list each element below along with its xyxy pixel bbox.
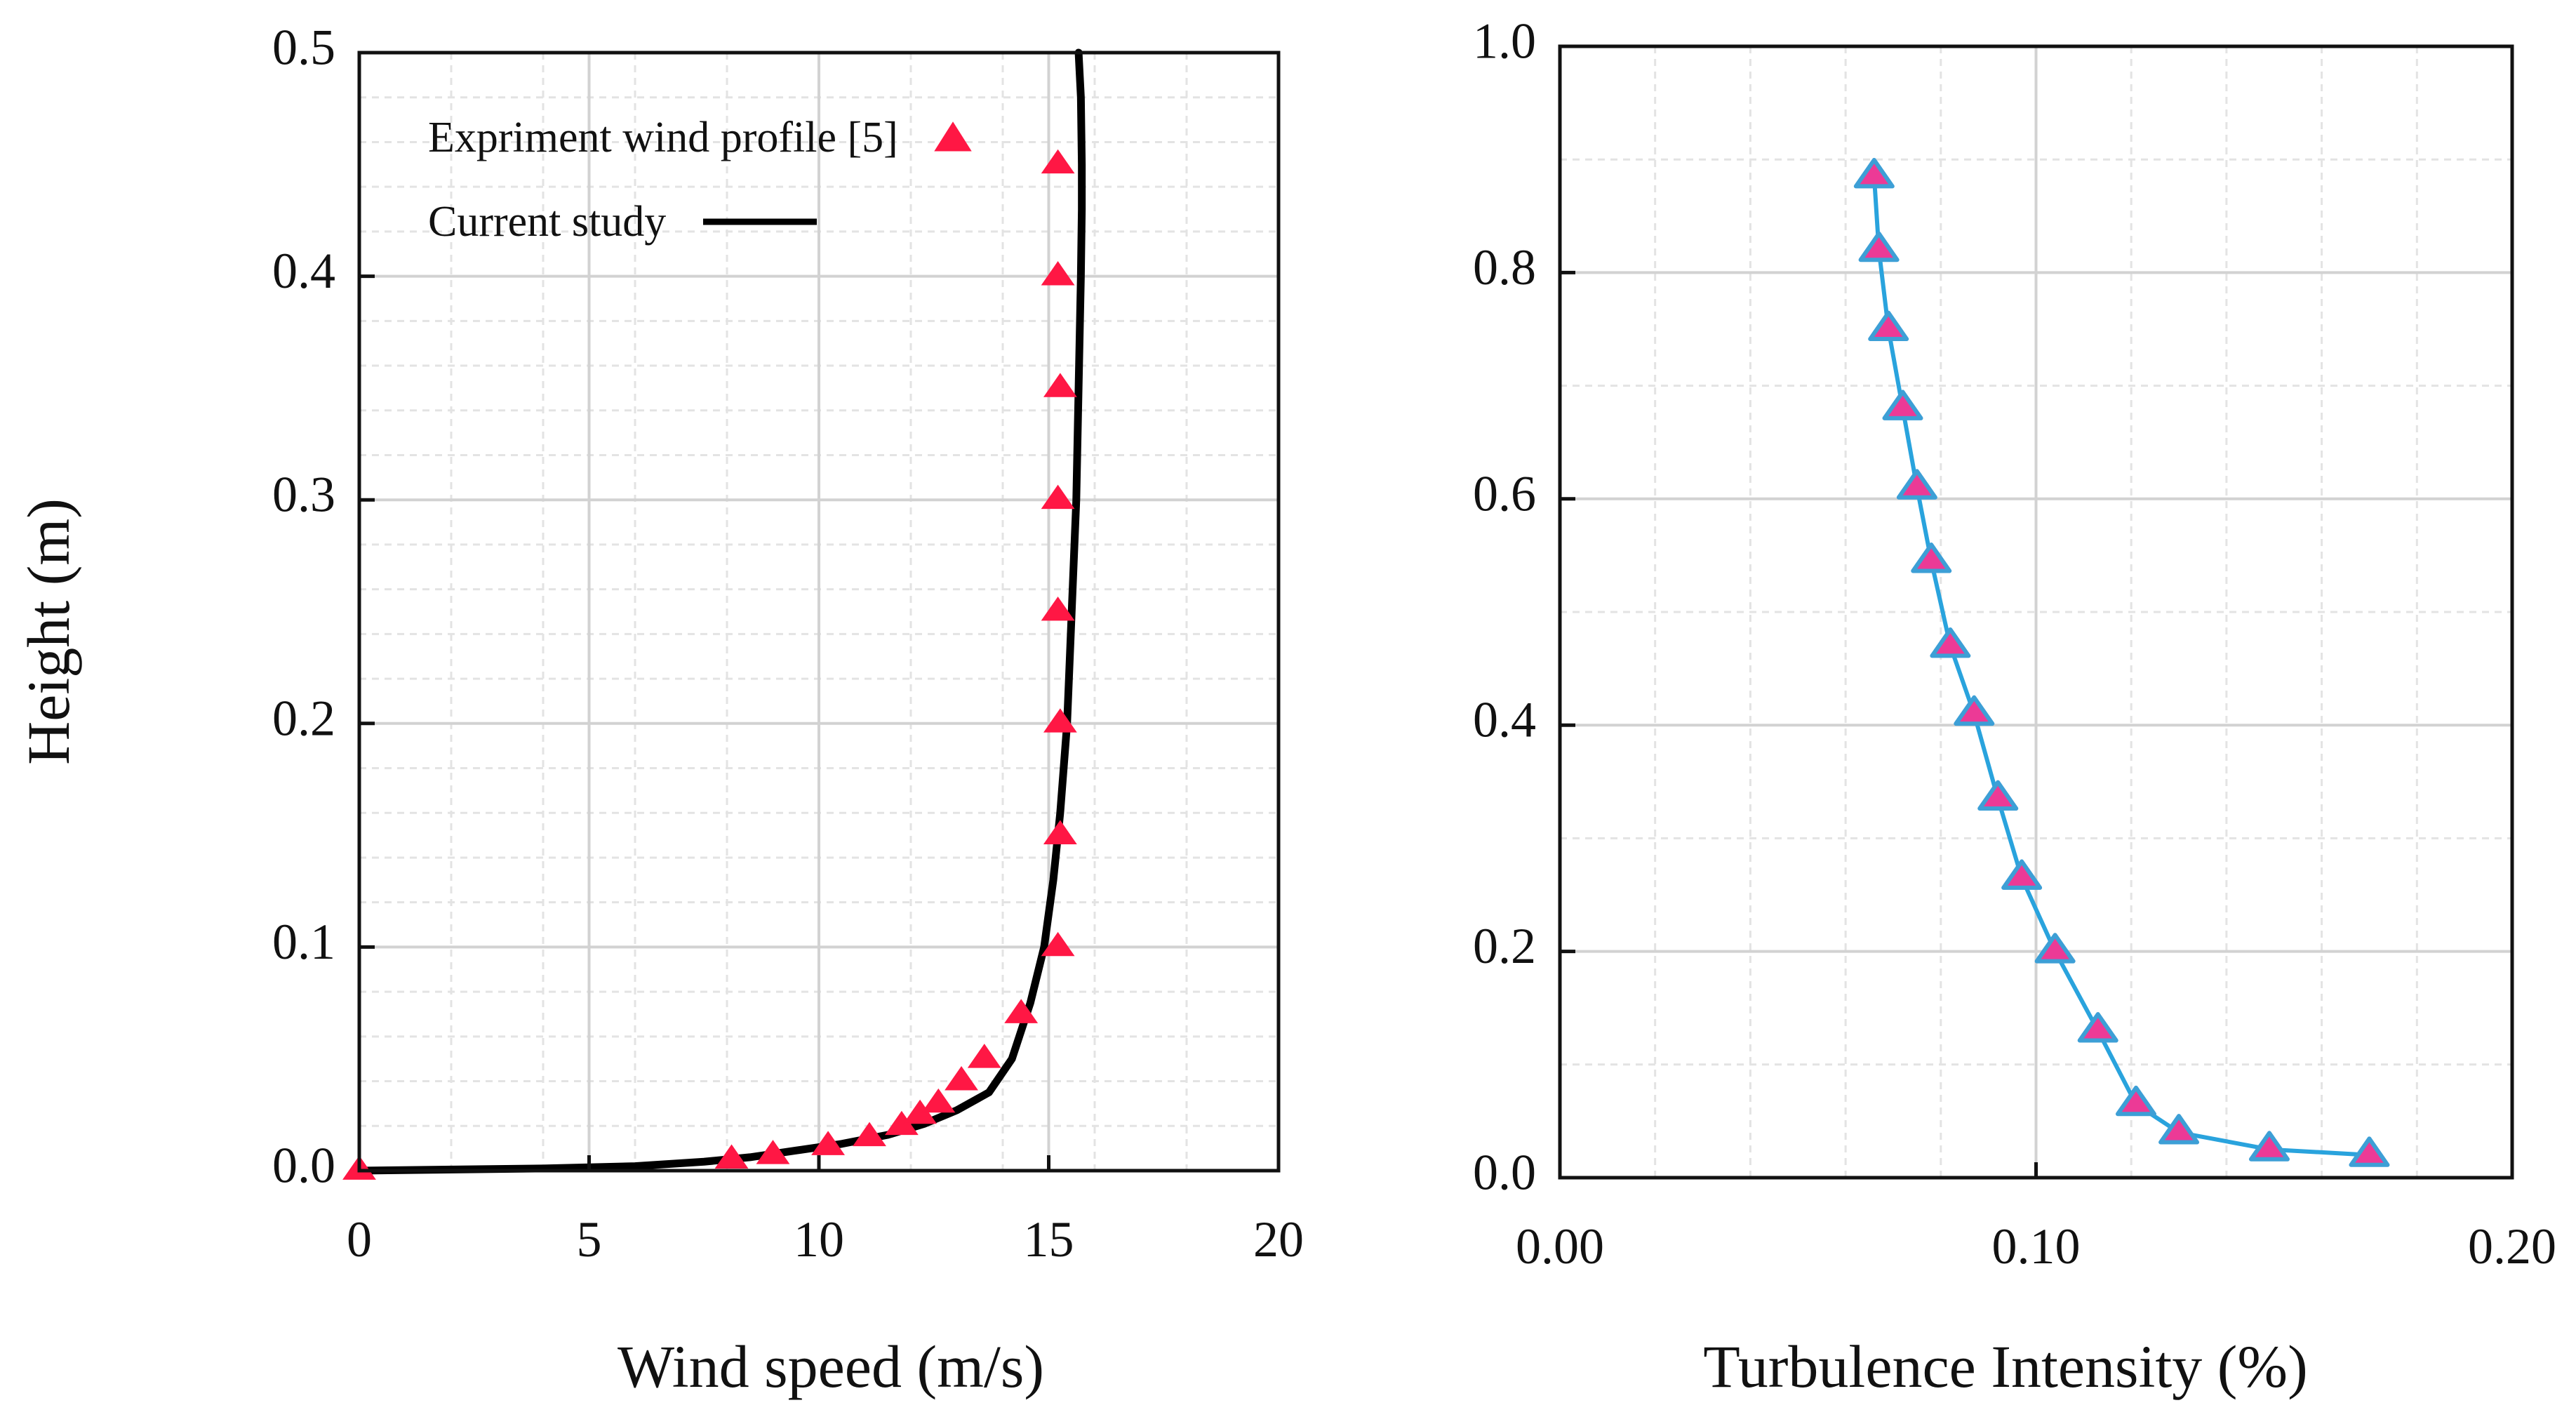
experiment-point: [1004, 999, 1039, 1023]
turb-y-tick-label: 1.0: [1473, 13, 1536, 69]
turbulence-point: [2034, 933, 2076, 964]
current-study-line: [355, 48, 1086, 1175]
turb-y-tick-label: 0.4: [1473, 692, 1536, 748]
experiment-point: [921, 1088, 956, 1113]
turbulence-point: [2158, 1114, 2200, 1145]
experiment-point: [1043, 708, 1077, 733]
wind-y-tick-labels: 0.0 0.1 0.2 0.3 0.4 0.5: [272, 20, 335, 1194]
experiment-point: [1041, 149, 1075, 174]
experiment-point: [1043, 820, 1077, 844]
turb-y-tick-label: 0.6: [1473, 465, 1536, 521]
wind-x-tick-label: 10: [794, 1211, 844, 1268]
turb-x-tick-labels: 0.00 0.10 0.20: [1516, 1218, 2556, 1275]
experiment-point: [1041, 484, 1075, 510]
experiment-point: [945, 1066, 978, 1091]
wind-x-tick-label: 0: [347, 1211, 372, 1268]
turbulence-point: [2115, 1085, 2156, 1117]
legend-label-experiment: Expriment wind profile [5]: [428, 114, 898, 161]
wind-series: [342, 48, 1086, 1180]
experiment-point: [1043, 373, 1077, 397]
turb-x-tick-label: 0.10: [1992, 1218, 2081, 1275]
turbulence-point: [1896, 469, 1937, 500]
turbulence-point: [1954, 695, 1995, 726]
experiment-point: [1041, 596, 1075, 621]
wind-y-tick-label: 0.0: [272, 1138, 335, 1194]
wind-x-tick-label: 15: [1024, 1211, 1074, 1268]
wind-x-tick-labels: 0 5 10 15 20: [347, 1211, 1304, 1268]
turbulence-point: [2001, 859, 2043, 890]
wind-x-tick-label: 20: [1253, 1211, 1304, 1268]
experiment-point: [853, 1122, 886, 1147]
wind-y-axis-title: Height (m): [15, 498, 82, 765]
wind-legend: Expriment wind profile [5] Current study: [428, 114, 972, 246]
turbulence-chart: 0.0 0.2 0.4 0.6 0.8 1.0 0.00 0.10 0.20 T…: [1473, 13, 2556, 1400]
turb-y-tick-label: 0.0: [1473, 1145, 1536, 1201]
turbulence-point: [2248, 1131, 2290, 1162]
wind-profile-chart: 0.0 0.1 0.2 0.3 0.4 0.5 0 5 10 15 20 Exp…: [15, 20, 1304, 1400]
turbulence-point: [2077, 1012, 2118, 1043]
turbulence-point: [1858, 231, 1900, 262]
turbulence-point: [1930, 627, 1971, 658]
turbulence-point: [1853, 157, 1895, 189]
turbulence-point: [1911, 543, 1952, 573]
turb-grid: [1559, 45, 2514, 1179]
experiment-point: [1041, 261, 1075, 286]
experiment-point: [1041, 931, 1075, 957]
turbulence-point: [1977, 780, 2019, 811]
experiment-point: [967, 1044, 1001, 1068]
turb-x-tick-label: 0.00: [1516, 1218, 1604, 1275]
turbulence-point: [1882, 390, 1923, 420]
turb-y-tick-label: 0.8: [1473, 239, 1536, 295]
legend-label-current-study: Current study: [428, 198, 666, 246]
wind-y-tick-label: 0.1: [272, 914, 335, 970]
turb-y-tick-labels: 0.0 0.2 0.4 0.6 0.8 1.0: [1473, 13, 1536, 1201]
experiment-point: [714, 1144, 749, 1169]
turb-tick-marks: [1558, 44, 2514, 1180]
wind-x-tick-label: 5: [577, 1211, 602, 1268]
wind-x-axis-title: Wind speed (m/s): [618, 1333, 1044, 1400]
turb-y-tick-label: 0.2: [1473, 918, 1536, 974]
wind-y-tick-label: 0.3: [272, 467, 335, 523]
turbulence-point: [2349, 1136, 2390, 1167]
experiment-point: [811, 1131, 846, 1155]
wind-y-tick-label: 0.2: [272, 690, 335, 746]
experiment-point: [756, 1140, 790, 1164]
turb-x-axis-title: Turbulence Intensity (%): [1703, 1333, 2307, 1400]
wind-tick-marks: [357, 51, 1281, 1173]
turbulence-line: [1871, 176, 2370, 1157]
turbulence-point: [1868, 310, 1909, 342]
wind-y-tick-label: 0.4: [272, 243, 335, 299]
turb-series: [1853, 157, 2390, 1167]
turb-x-tick-label: 0.20: [2468, 1218, 2556, 1275]
legend-marker-triangle-icon: [934, 121, 972, 152]
wind-y-tick-label: 0.5: [272, 20, 335, 76]
